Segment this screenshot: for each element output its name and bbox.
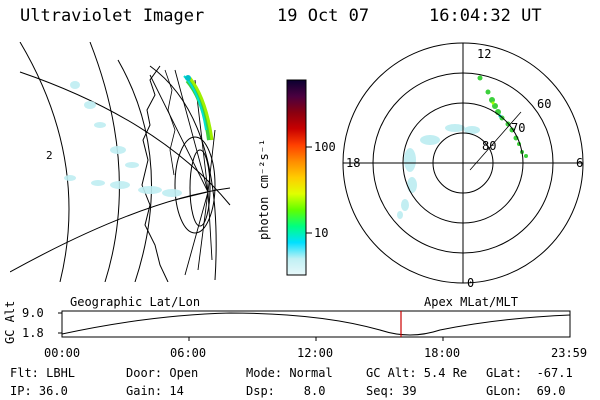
colorbar-unit-label: photon cm⁻²s⁻¹	[257, 138, 271, 240]
altitude-xtick: 00:00	[44, 346, 81, 360]
polar-plot	[342, 42, 584, 284]
colorbar-tick-10: 10	[314, 226, 329, 240]
mlat-label-80: 80	[482, 139, 497, 153]
altitude-ytick-min: 1.8	[22, 326, 44, 340]
glon-info: GLon: 69.0	[486, 384, 566, 398]
altitude-xtick: 12:00	[297, 346, 334, 360]
mlt-label-18: 18	[346, 156, 361, 170]
altitude-curve	[61, 312, 571, 336]
glat-info: GLat: -67.1	[486, 366, 573, 380]
mlt-label-0: 0	[467, 276, 475, 290]
altitude-ylabel: GC Alt	[3, 300, 17, 344]
mlat-label-60: 60	[537, 97, 552, 111]
filter-info: Flt: LBHL	[10, 366, 76, 380]
mlt-label-12: 12	[477, 47, 492, 61]
altitude-xtick: 18:00	[424, 346, 461, 360]
mlt-label-6: 6	[576, 156, 584, 170]
altitude-xtick: 06:00	[170, 346, 207, 360]
geographic-map	[10, 42, 231, 282]
geographic-panel-label: Geographic Lat/Lon	[70, 295, 201, 309]
apex-panel-label: Apex MLat/MLT	[424, 295, 518, 309]
app-title: Ultraviolet Imager	[20, 6, 205, 26]
gc-alt-info: GC Alt: 5.4 Re	[366, 366, 468, 380]
colorbar-tick-100: 100	[314, 140, 336, 154]
altitude-plot	[58, 310, 571, 341]
altitude-xtick: 23:59	[551, 346, 588, 360]
altitude-ytick-max: 9.0	[22, 306, 44, 320]
seq-info: Seq: 39	[366, 384, 417, 398]
date-label: 19 Oct 07	[277, 6, 370, 26]
mlat-label-70: 70	[511, 121, 526, 135]
dsp-info: Dsp: 8.0	[246, 384, 326, 398]
door-info: Door: Open	[126, 366, 199, 380]
time-label: 16:04:32 UT	[429, 6, 542, 26]
longitude-mark: 2	[46, 149, 53, 162]
mode-info: Mode: Normal	[246, 366, 333, 380]
ip-info: IP: 36.0	[10, 384, 68, 398]
colorbar	[286, 79, 312, 276]
gain-info: Gain: 14	[126, 384, 184, 398]
